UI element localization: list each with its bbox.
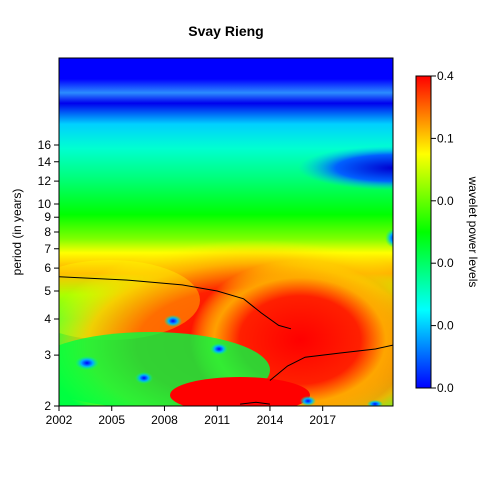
heat-spot-1 <box>75 356 99 370</box>
colorbar-tick-label: 0.1 <box>437 131 454 145</box>
x-tick-label: 2008 <box>151 413 178 427</box>
y-tick-label: 14 <box>38 155 52 169</box>
y-tick-label: 10 <box>38 197 52 211</box>
y-tick-label: 4 <box>44 312 51 326</box>
heat-spot-2 <box>135 372 153 384</box>
colorbar-tick-label: 0.0 <box>437 194 454 208</box>
heat-spot-3 <box>164 315 182 327</box>
colorbar-tick-label: 0.0 <box>437 319 454 333</box>
x-tick-label: 2002 <box>46 413 73 427</box>
y-tick-label: 3 <box>44 348 51 362</box>
x-tick-label: 2011 <box>204 413 230 427</box>
x-tick-label: 2017 <box>309 413 336 427</box>
y-tick-label: 6 <box>44 261 51 275</box>
ridge-line <box>269 344 393 381</box>
y-tick-label: 16 <box>38 138 52 152</box>
colorbar-tick-label: 0.0 <box>437 381 454 395</box>
y-tick-label: 7 <box>44 242 51 256</box>
ridge-lines <box>59 276 393 405</box>
heat-blob-upper-right <box>298 146 393 190</box>
ridge-line <box>59 276 292 330</box>
x-tick-label: 2014 <box>257 413 284 427</box>
heat-spot-6 <box>367 400 383 406</box>
y-tick-label: 2 <box>44 399 51 413</box>
colorbar-label: wavelet power levels <box>466 176 480 288</box>
y-tick-label: 8 <box>44 225 51 239</box>
colorbar-tick-label: 0.4 <box>437 69 454 83</box>
colorbar <box>415 75 432 389</box>
ridge-line <box>240 401 270 405</box>
x-axis: 2002 2005 2008 2011 2014 2017 <box>46 406 336 427</box>
heat-spot-4 <box>210 343 228 355</box>
colorbar-ticks: 0.4 0.1 0.0 0.0 0.0 0.0 <box>431 69 454 395</box>
heat-blob-low-red <box>170 377 310 406</box>
heatmap <box>59 58 393 406</box>
x-tick-label: 2005 <box>98 413 125 427</box>
heat-spot-5 <box>300 396 316 406</box>
chart-title: Svay Rieng <box>188 23 263 39</box>
y-tick-label: 9 <box>44 210 51 224</box>
heat-blob-right-cyan <box>385 228 393 248</box>
y-tick-label: 12 <box>38 174 52 188</box>
colorbar-tick-label: 0.0 <box>437 256 454 270</box>
y-axis-label: period (in years) <box>10 189 24 276</box>
y-tick-label: 5 <box>44 284 51 298</box>
